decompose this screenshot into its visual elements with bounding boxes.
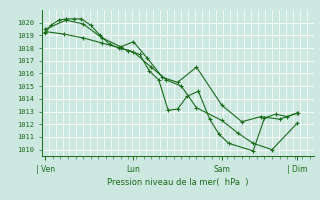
X-axis label: Pression niveau de la mer(  hPa  ): Pression niveau de la mer( hPa ) bbox=[107, 178, 248, 187]
